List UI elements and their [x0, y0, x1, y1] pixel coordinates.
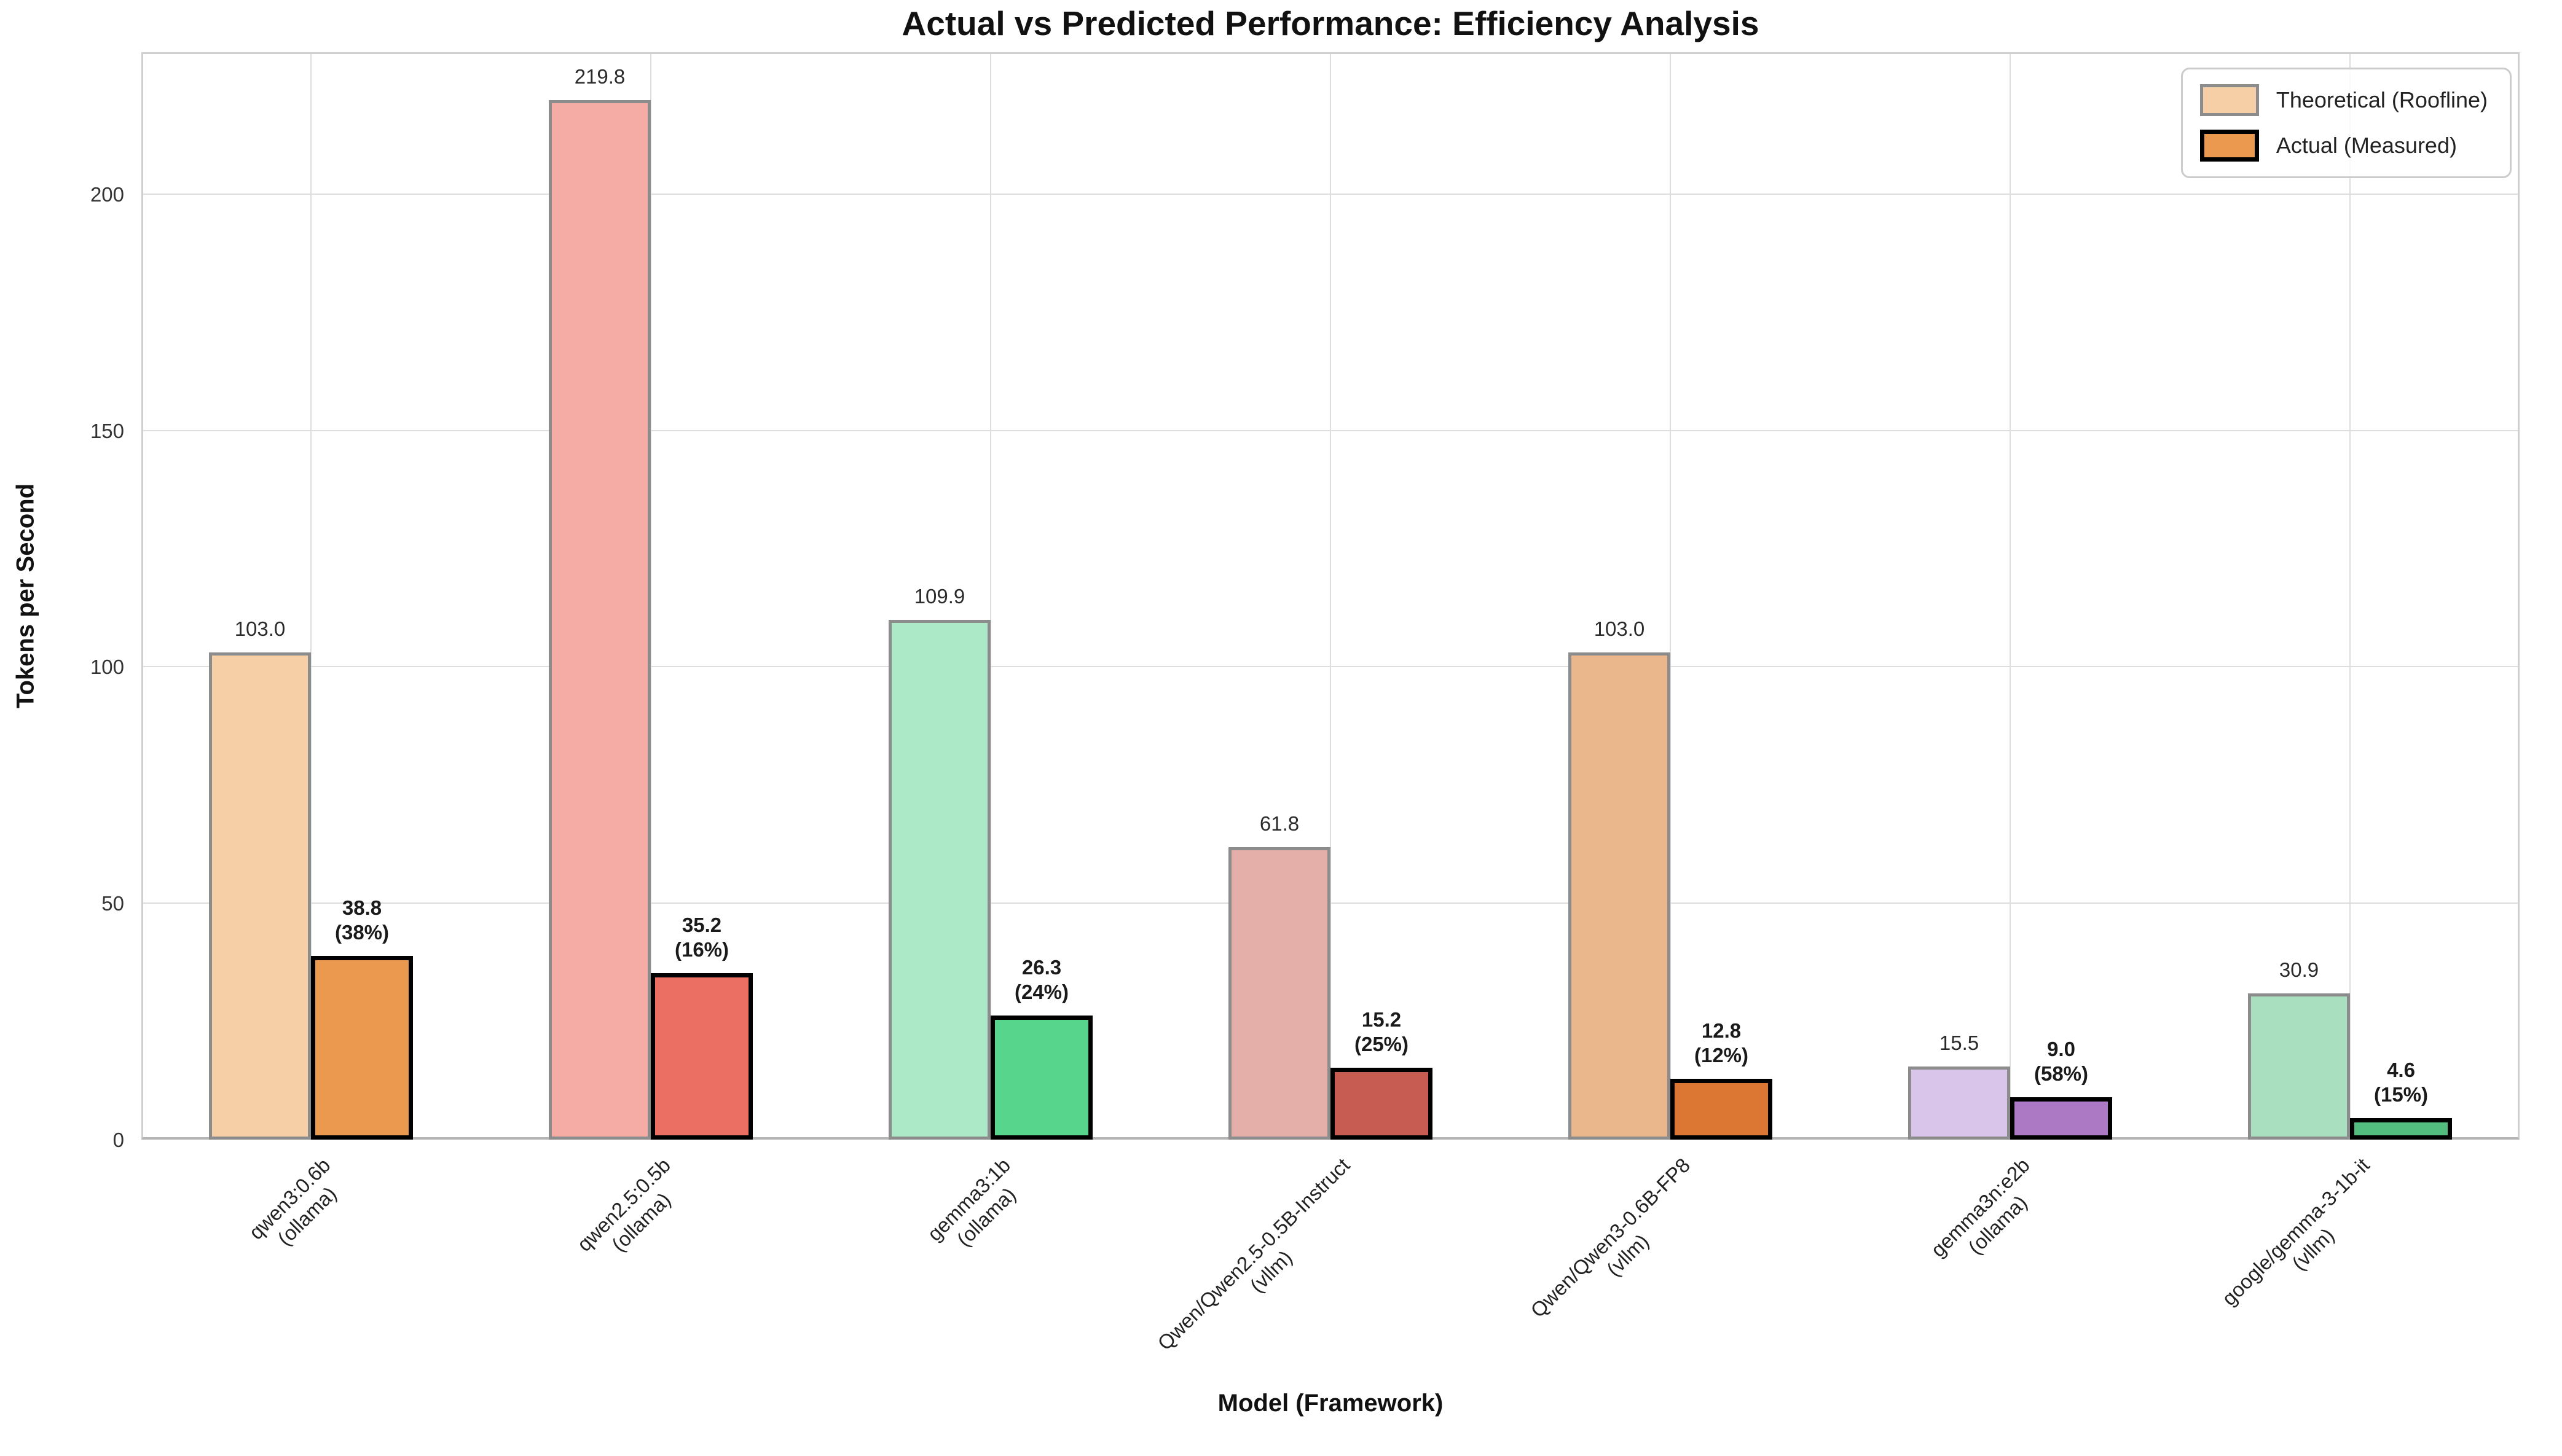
bar-value-label-theoretical-1: 219.8	[574, 65, 626, 88]
legend-entry-actual: Actual (Measured)	[2199, 130, 2488, 162]
bar-value-label-theoretical-6: 30.9	[2279, 958, 2319, 981]
bar-actual-1	[651, 973, 753, 1140]
y-tick-label: 50	[101, 892, 124, 915]
vertical-gridline	[1670, 52, 1671, 1140]
plot-frame	[141, 52, 2520, 1140]
x-tick-label-text: google/gemma-3-1b-it (vllm)	[2217, 1153, 2374, 1310]
bar-value-label-actual-5: 9.0 (58%)	[2033, 1038, 2089, 1085]
bar-value-label-theoretical-4: 103.0	[1593, 617, 1645, 640]
y-tick-label: 150	[90, 420, 124, 442]
vertical-gridline	[990, 52, 991, 1140]
bar-actual-3	[1330, 1068, 1432, 1140]
vertical-gridline	[310, 52, 312, 1140]
bar-value-label-theoretical-5: 15.5	[1939, 1031, 1979, 1054]
bar-value-label-actual-2: 26.3 (24%)	[1014, 956, 1069, 1003]
chart-title: Actual vs Predicted Performance: Efficie…	[902, 4, 1759, 42]
y-tick-label: 100	[90, 656, 124, 678]
bar-value-label-actual-0: 38.8 (38%)	[334, 896, 390, 944]
x-tick-label-text: gemma3:1b (ollama)	[922, 1153, 1020, 1251]
legend: Theoretical (Roofline) Actual (Measured)	[2180, 68, 2512, 178]
vertical-gridline	[650, 52, 651, 1140]
bar-actual-0	[311, 956, 413, 1140]
x-tick-label-text: Qwen/Qwen2.5-0.5B-Instruct (vllm)	[1153, 1153, 1354, 1355]
vertical-gridline	[2349, 52, 2351, 1140]
bar-actual-5	[2010, 1097, 2112, 1140]
x-tick-label-text: qwen3:0.6b (ollama)	[245, 1153, 341, 1250]
bar-value-label-actual-1: 35.2 (16%)	[674, 914, 729, 961]
bar-theoretical-0	[209, 652, 311, 1140]
bar-value-label-theoretical-0: 103.0	[234, 617, 286, 640]
x-axis-label: Model (Framework)	[1217, 1390, 1444, 1417]
bar-theoretical-6	[2248, 993, 2350, 1140]
bar-actual-6	[2350, 1118, 2452, 1140]
bar-value-label-actual-6: 4.6 (15%)	[2373, 1059, 2429, 1106]
legend-swatch-actual	[2199, 130, 2259, 162]
legend-swatch-theoretical	[2199, 84, 2259, 116]
x-tick-label-text: gemma3n:e2b (ollama)	[1926, 1153, 2034, 1262]
x-tick-label-text: Qwen/Qwen3-0.6B-FP8 (vllm)	[1525, 1153, 1694, 1322]
bar-value-label-actual-4: 12.8 (12%)	[1694, 1019, 1749, 1067]
y-tick-label: 200	[90, 183, 124, 206]
bar-value-label-actual-3: 15.2 (25%)	[1354, 1008, 1409, 1055]
bar-theoretical-2	[889, 620, 991, 1140]
bar-theoretical-1	[549, 100, 651, 1140]
vertical-gridline	[2010, 52, 2011, 1140]
bar-value-label-theoretical-2: 109.9	[914, 585, 965, 608]
bar-theoretical-3	[1228, 847, 1330, 1140]
x-tick-label-text: qwen2.5:0.5b (ollama)	[572, 1153, 675, 1256]
legend-label-actual: Actual (Measured)	[2276, 133, 2457, 158]
y-tick-label: 0	[112, 1129, 124, 1151]
bar-actual-4	[1670, 1079, 1772, 1140]
bar-actual-2	[991, 1016, 1093, 1140]
bar-value-label-theoretical-3: 61.8	[1259, 812, 1300, 835]
bar-theoretical-4	[1568, 652, 1670, 1140]
vertical-gridline	[1330, 52, 1331, 1140]
legend-label-theoretical: Theoretical (Roofline)	[2276, 87, 2488, 112]
bar-theoretical-5	[1908, 1067, 2010, 1140]
legend-entry-theoretical: Theoretical (Roofline)	[2199, 84, 2488, 116]
